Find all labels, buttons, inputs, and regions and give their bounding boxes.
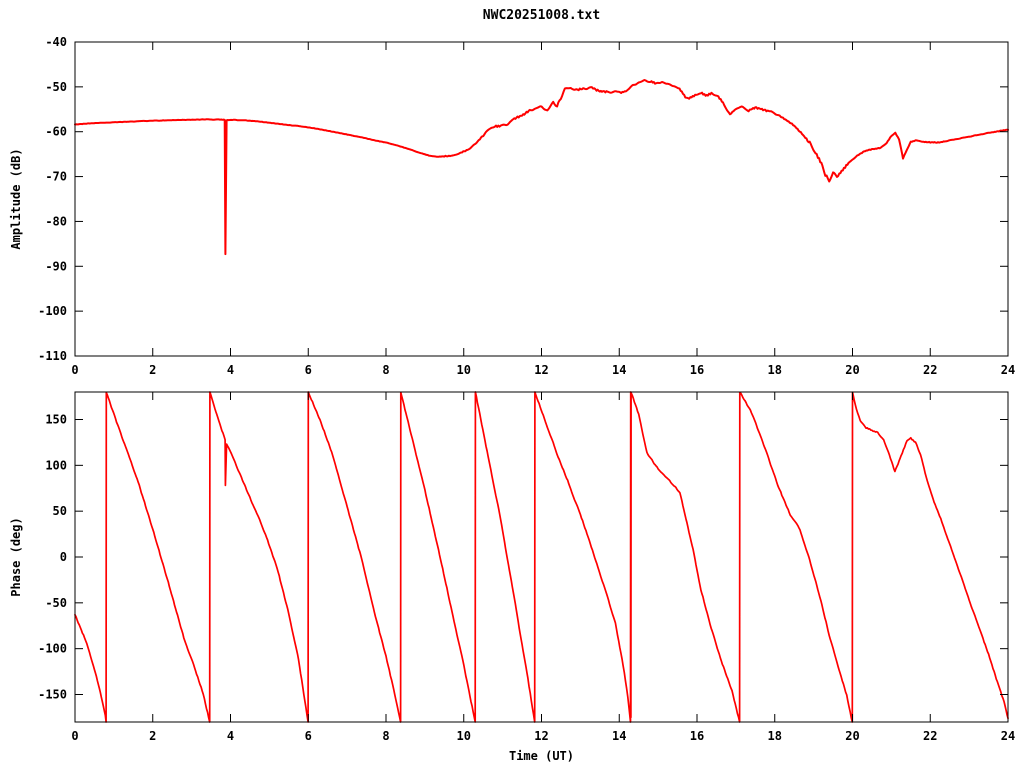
phase-x-tick-label: 8 [382, 729, 389, 743]
amplitude-x-tick-label: 10 [457, 363, 471, 377]
amplitude-y-tick-label: -50 [45, 80, 67, 94]
amplitude-x-tick-label: 24 [1001, 363, 1015, 377]
phase-x-tick-label: 10 [457, 729, 471, 743]
phase-x-tick-label: 4 [227, 729, 234, 743]
phase-x-tick-label: 2 [149, 729, 156, 743]
phase-y-tick-label: 100 [45, 458, 67, 472]
phase-y-tick-label: 50 [53, 504, 67, 518]
phase-x-tick-label: 24 [1001, 729, 1015, 743]
amplitude-y-tick-label: -100 [38, 304, 67, 318]
phase-trace [74, 391, 1009, 723]
phase-y-tick-label: -100 [38, 642, 67, 656]
phase-x-axis-label: Time (UT) [509, 749, 574, 763]
amplitude-y-tick-label: -80 [45, 214, 67, 228]
phase-plot-border [74, 391, 1009, 723]
phase-y-tick-label: 0 [60, 550, 67, 564]
amplitude-y-tick-label: -90 [45, 259, 67, 273]
amplitude-y-tick-label: -110 [38, 349, 67, 363]
phase-y-axis-label: Phase (deg) [9, 517, 23, 596]
amplitude-x-tick-label: 14 [612, 363, 626, 377]
plot-title: NWC20251008.txt [482, 8, 601, 23]
phase-y-tick-label: -50 [45, 596, 67, 610]
amplitude-x-tick-label: 12 [534, 363, 548, 377]
amplitude-trace [74, 79, 1009, 256]
amplitude-x-tick-label: 4 [227, 363, 234, 377]
amplitude-y-tick-label: -40 [45, 35, 67, 49]
amplitude-x-tick-label: 18 [768, 363, 782, 377]
phase-x-tick-label: 20 [845, 729, 859, 743]
phase-y-tick-label: -150 [38, 688, 67, 702]
phase-x-tick-label: 16 [690, 729, 704, 743]
amplitude-y-tick-label: -70 [45, 170, 67, 184]
amplitude-plot-border [74, 41, 1009, 357]
phase-x-tick-label: 14 [612, 729, 626, 743]
amplitude-y-tick-label: -60 [45, 125, 67, 139]
phase-x-tick-label: 22 [923, 729, 937, 743]
amplitude-x-tick-label: 0 [71, 363, 78, 377]
amplitude-y-axis-label: Amplitude (dB) [9, 148, 23, 249]
phase-x-tick-label: 12 [534, 729, 548, 743]
phase-y-tick-label: 150 [45, 413, 67, 427]
amplitude-x-tick-label: 8 [382, 363, 389, 377]
phase-x-tick-label: 18 [768, 729, 782, 743]
phase-x-tick-label: 0 [71, 729, 78, 743]
amplitude-x-tick-label: 20 [845, 363, 859, 377]
amplitude-x-tick-label: 22 [923, 363, 937, 377]
phase-x-tick-label: 6 [305, 729, 312, 743]
amplitude-x-tick-label: 6 [305, 363, 312, 377]
amplitude-x-tick-label: 16 [690, 363, 704, 377]
amplitude-x-tick-label: 2 [149, 363, 156, 377]
